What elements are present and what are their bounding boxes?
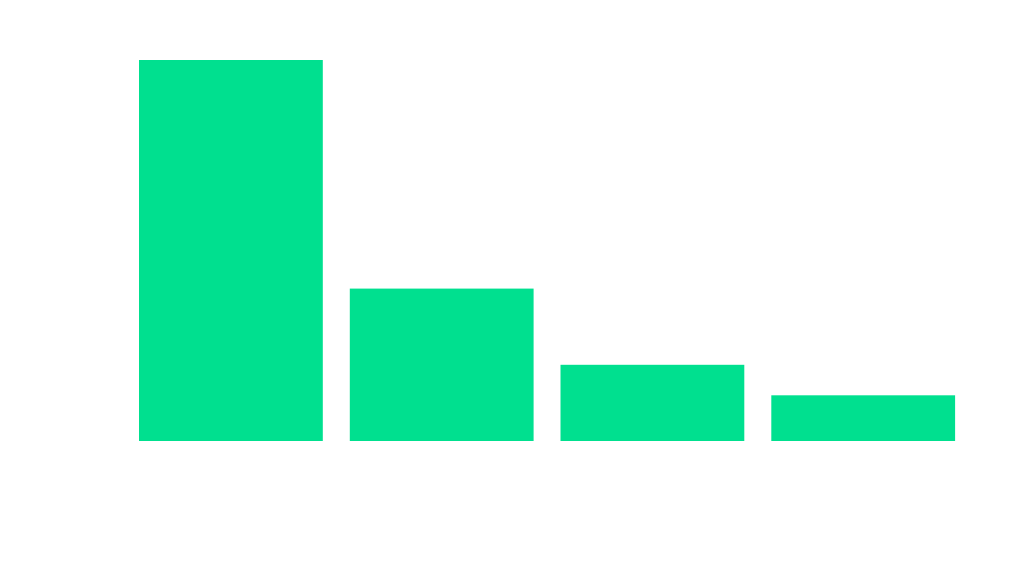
bar-4 (771, 395, 956, 441)
bar-3 (560, 364, 745, 441)
bars-group (139, 60, 956, 441)
bar-2 (349, 288, 534, 441)
bar-1 (139, 60, 323, 441)
